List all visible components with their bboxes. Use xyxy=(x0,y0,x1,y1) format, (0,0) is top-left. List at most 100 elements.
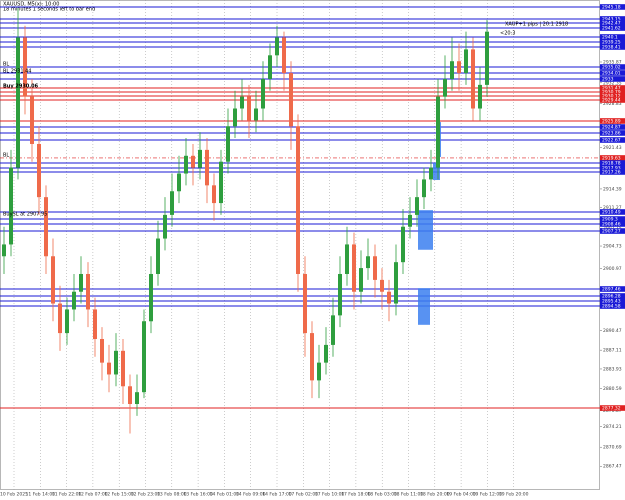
x-tick-label: 12 Feb 15:00 xyxy=(104,492,134,498)
level-tag xyxy=(600,165,625,171)
level-tag xyxy=(600,298,625,304)
candle-body xyxy=(345,244,349,274)
x-tick-label: 11 Feb 22:00 xyxy=(52,492,82,498)
level-tag xyxy=(600,34,625,40)
level-tag-label: 2941.62 xyxy=(602,26,621,32)
level-tag-label: 2938.41 xyxy=(602,44,621,50)
level-tag-label: 2917.26 xyxy=(602,169,621,175)
candle-body xyxy=(478,84,482,109)
level-tag-label: 2919.63 xyxy=(602,155,621,161)
zone xyxy=(418,210,433,250)
level-tag xyxy=(600,76,625,82)
level-tag xyxy=(600,160,625,166)
zone xyxy=(433,162,440,181)
candle-body xyxy=(107,362,111,375)
candle-body xyxy=(2,244,6,257)
level-tag xyxy=(600,228,625,234)
level-tag-label: 2934.01 xyxy=(602,70,621,76)
candle-body xyxy=(30,96,34,144)
level-tag xyxy=(600,293,625,299)
level-tag-label: 2940.1 xyxy=(602,34,618,40)
x-tick-label: 13 Feb 08:00 xyxy=(157,492,187,498)
annotation: BL 2931.44 xyxy=(3,69,31,75)
candle-body xyxy=(156,238,160,274)
candle-body xyxy=(373,256,377,280)
level-tag xyxy=(600,39,625,45)
y-tick-label: 2870.69 xyxy=(603,445,622,451)
candle-body xyxy=(72,291,76,310)
x-tick-label: 14 Feb 09:00 xyxy=(236,492,266,498)
y-tick-label: 2900.97 xyxy=(603,266,622,272)
candle-body xyxy=(331,315,335,345)
annotation: BL xyxy=(3,153,9,159)
candle-body xyxy=(296,126,300,274)
candle-body xyxy=(317,362,321,381)
level-tag xyxy=(600,137,625,143)
candle-body xyxy=(184,155,188,174)
candle-body xyxy=(415,197,419,215)
level-tag xyxy=(600,85,625,91)
candle-body xyxy=(436,96,440,168)
level-tag xyxy=(600,25,625,31)
annotation: XAUP+1 pips | 20:1 2918 xyxy=(505,22,568,28)
level-tag-label: 2939.25 xyxy=(602,40,621,46)
level-tag xyxy=(600,93,625,99)
x-tick-label: 10 Feb 2025 xyxy=(0,492,28,498)
candle-body xyxy=(380,279,384,292)
candle-body xyxy=(310,333,314,381)
level-tag-label: 2895.43 xyxy=(602,298,621,304)
candle-body xyxy=(212,185,216,204)
candle-body xyxy=(443,78,447,97)
level-tag xyxy=(600,20,625,26)
x-tick-label: 13 Feb 16:00 xyxy=(183,492,213,498)
candle-body xyxy=(457,61,461,74)
candle-body xyxy=(93,309,97,339)
level-tag-label: 2924.87 xyxy=(602,125,621,131)
candle-body xyxy=(401,226,405,263)
candle-body xyxy=(282,37,286,74)
level-tag xyxy=(600,4,625,10)
level-tag-label: 2917.93 xyxy=(602,166,621,172)
candle-body xyxy=(79,273,83,292)
x-tick-label: 17 Feb 02:00 xyxy=(289,492,319,498)
y-tick-label: 2876.87 xyxy=(603,408,622,414)
zone xyxy=(418,288,430,325)
candle-body xyxy=(86,273,90,310)
candle-body xyxy=(324,344,328,363)
level-tag xyxy=(600,221,625,227)
level-tag xyxy=(600,216,625,222)
candle-body xyxy=(422,179,426,198)
candle-body xyxy=(191,155,195,168)
level-tag-label: 2922.67 xyxy=(602,138,621,144)
level-tag xyxy=(600,118,625,124)
candle-body xyxy=(289,73,293,127)
level-tag xyxy=(600,64,625,70)
y-tick-label: 2890.47 xyxy=(603,328,622,334)
candle-body xyxy=(275,37,279,56)
candle-body xyxy=(226,126,230,162)
candle-body xyxy=(51,256,55,304)
level-tag-label: 2935.02 xyxy=(602,65,621,71)
level-tag xyxy=(600,70,625,76)
y-tick-label: 2874.21 xyxy=(603,424,622,430)
y-tick-label: 2914.39 xyxy=(603,186,622,192)
y-tick-label: 2921.43 xyxy=(603,145,622,151)
x-tick-label: 14 Feb 01:00 xyxy=(210,492,240,498)
level-tag-label: 2908.46 xyxy=(602,221,621,227)
level-tag-label: 2897.46 xyxy=(602,287,621,293)
candle-body xyxy=(408,214,412,227)
y-tick-label: 2904.73 xyxy=(603,244,622,250)
candle-body xyxy=(359,268,363,292)
level-tag-label: 2942.47 xyxy=(602,20,621,26)
candle-body xyxy=(394,262,398,304)
level-tag xyxy=(600,97,625,103)
candle-body xyxy=(240,96,244,109)
candle-body xyxy=(387,291,391,304)
level-tag xyxy=(600,209,625,215)
x-tick-label: 18 Feb 03:00 xyxy=(367,492,397,498)
level-tag xyxy=(600,130,625,136)
x-tick-label: 19 Feb 12:00 xyxy=(473,492,503,498)
x-tick-label: 18 Feb 11:00 xyxy=(394,492,424,498)
x-tick-label: 14 Feb 17:00 xyxy=(262,492,292,498)
candle-body xyxy=(303,273,307,334)
